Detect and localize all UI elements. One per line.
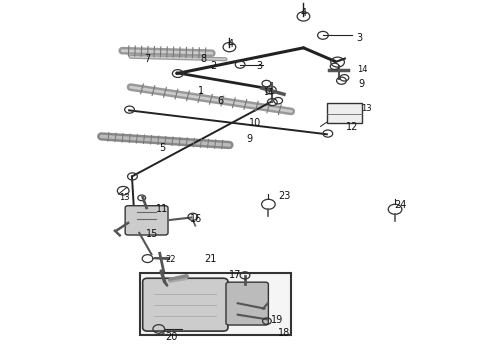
Text: 9: 9 [247,134,253,144]
Text: 14: 14 [357,66,367,75]
Text: 3: 3 [356,33,363,43]
Text: 20: 20 [165,332,177,342]
Text: 17: 17 [229,270,242,280]
Bar [140,273,291,336]
Text: 5: 5 [159,143,165,153]
Text: 3: 3 [257,61,263,71]
Text: 9: 9 [359,78,365,89]
Text: 12: 12 [346,122,358,132]
Text: 13: 13 [119,193,129,202]
Text: 16: 16 [190,214,202,224]
Text: 23: 23 [278,191,290,201]
Text: 18: 18 [278,328,290,338]
Text: 10: 10 [248,118,261,128]
Text: 7: 7 [145,54,151,64]
FancyBboxPatch shape [143,278,228,331]
Text: 19: 19 [270,315,283,325]
Text: 4: 4 [300,8,307,18]
Text: 21: 21 [205,254,217,264]
Bar [327,103,362,123]
Text: 2: 2 [210,61,217,71]
FancyBboxPatch shape [226,282,269,325]
Text: 15: 15 [146,229,159,239]
FancyBboxPatch shape [125,206,168,235]
Text: 24: 24 [395,200,407,210]
Text: 13: 13 [362,104,372,113]
Text: 6: 6 [218,96,224,107]
Text: 1: 1 [198,86,204,96]
Text: 11: 11 [156,203,168,213]
Text: 22: 22 [166,255,176,264]
Text: 8: 8 [200,54,207,64]
Text: 4: 4 [227,39,233,49]
Text: 14: 14 [263,88,273,97]
